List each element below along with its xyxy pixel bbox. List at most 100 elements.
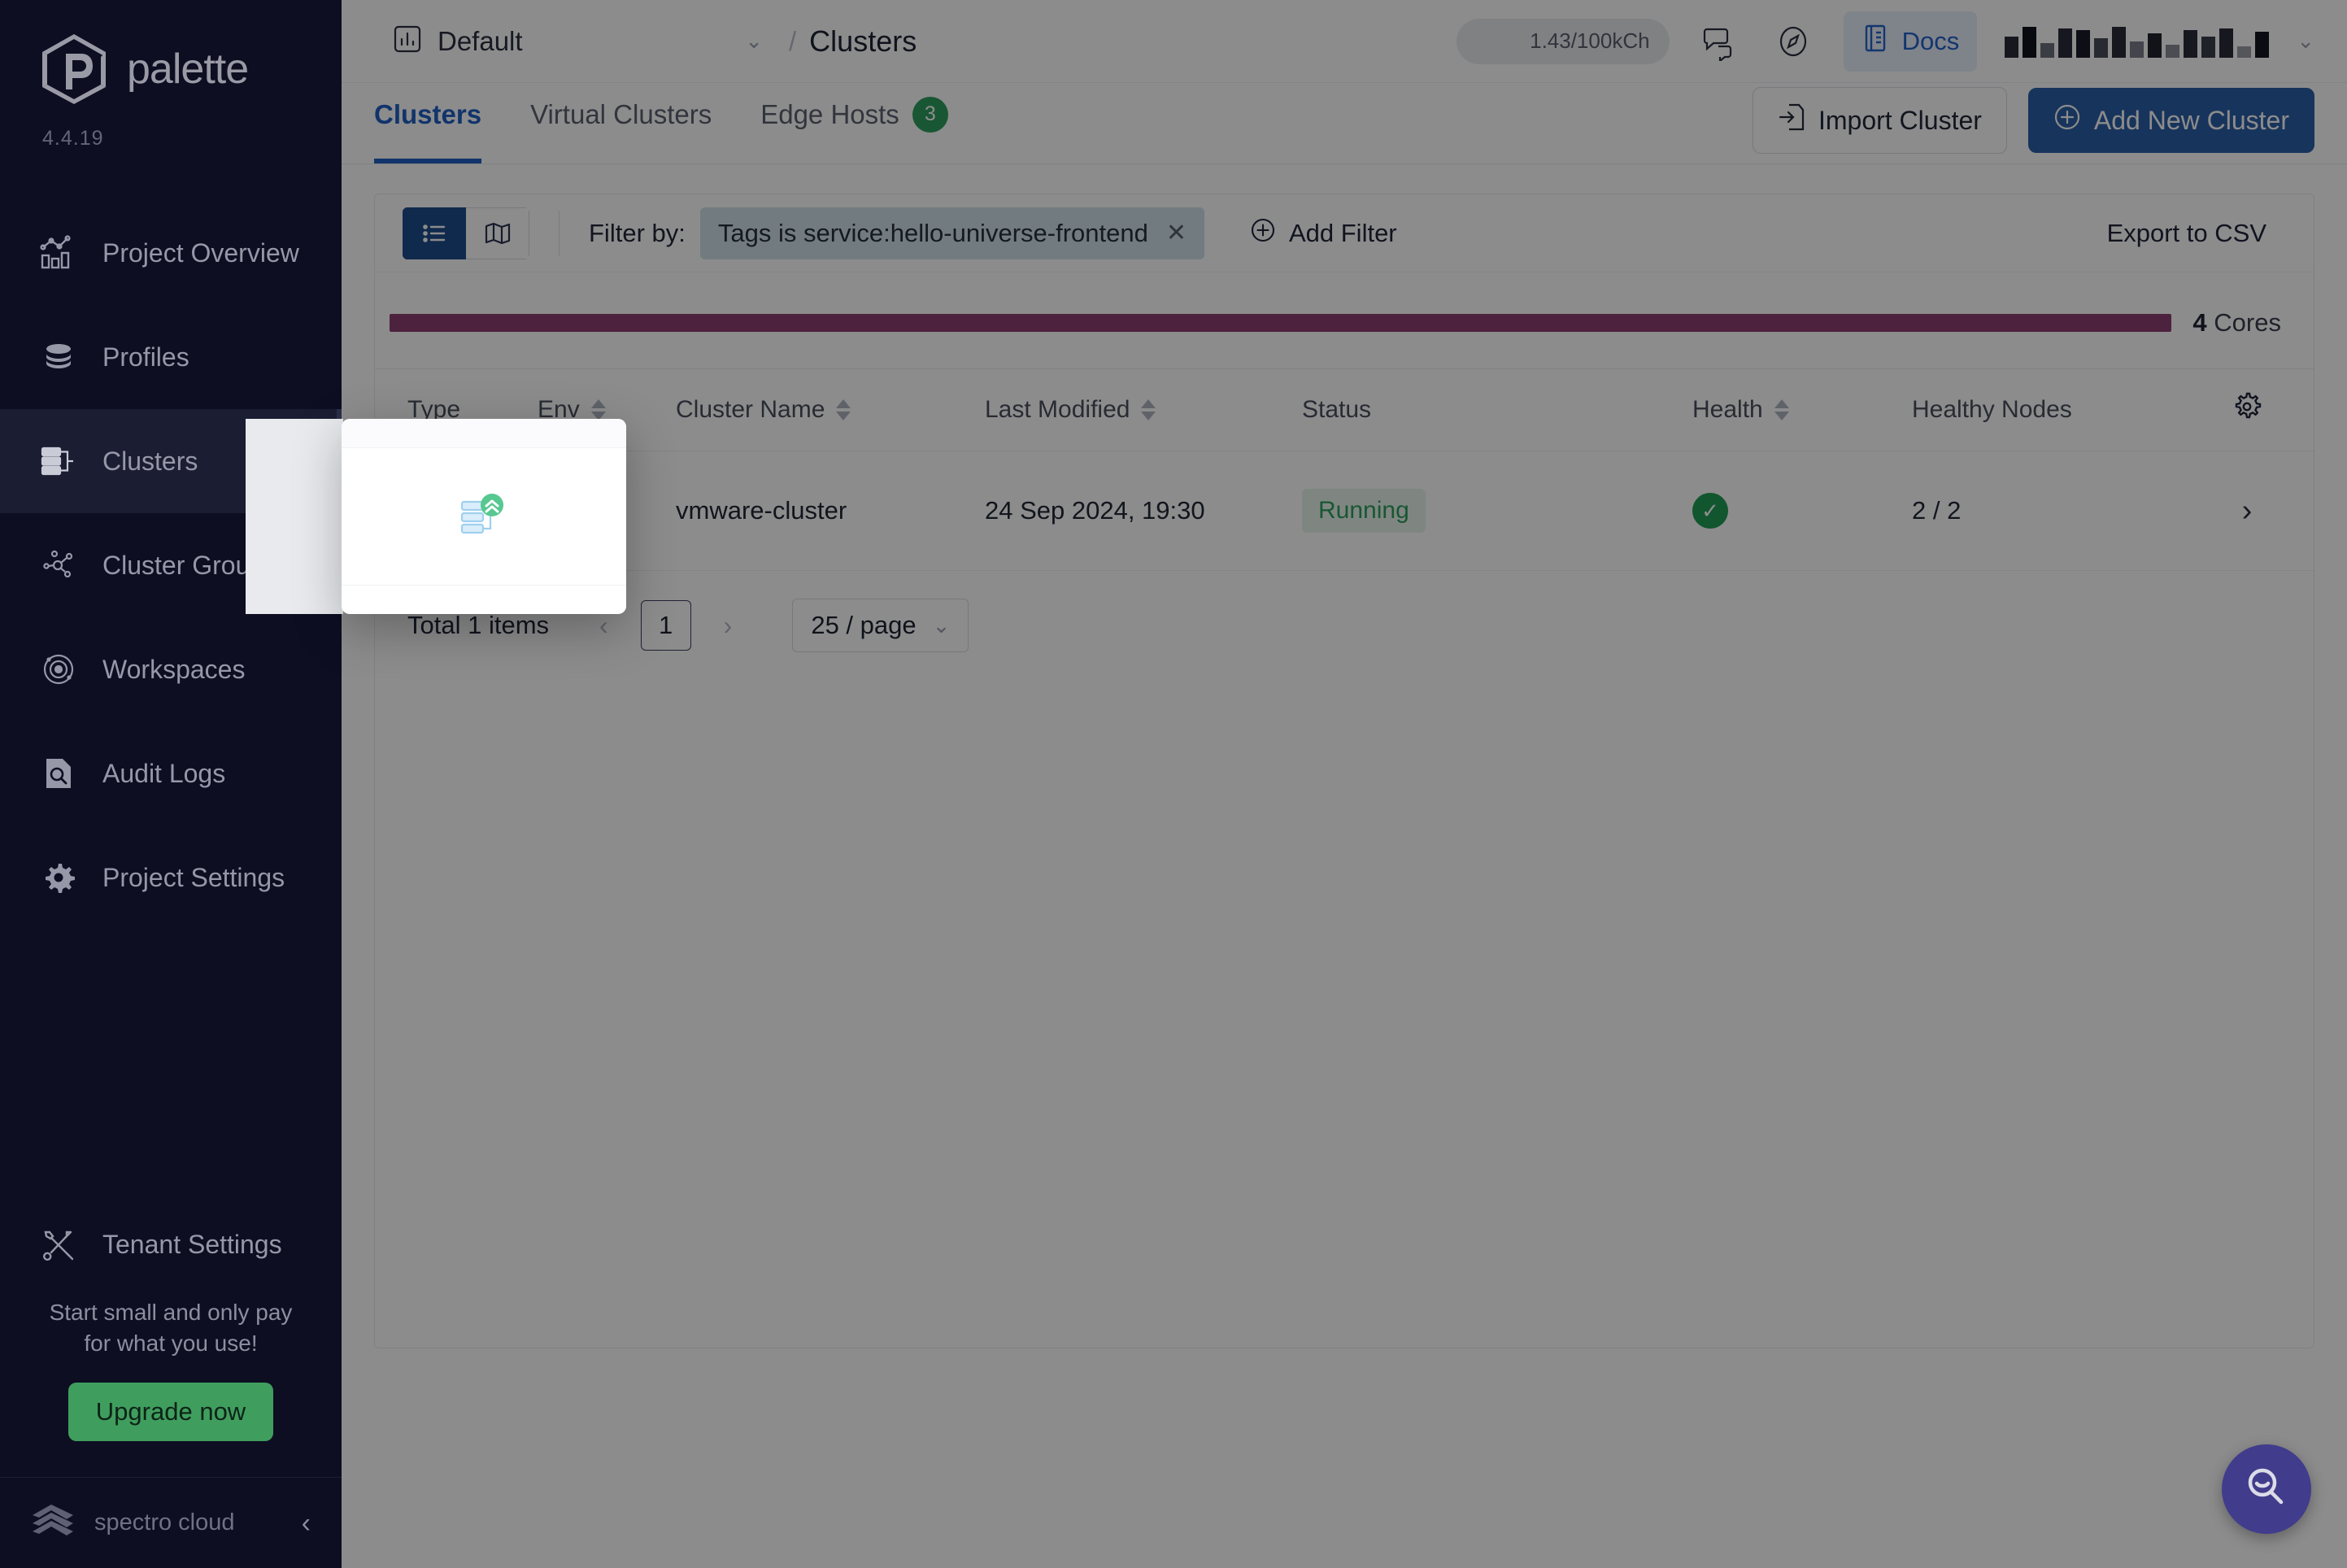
tab-label: Virtual Clusters	[530, 98, 712, 129]
header-label: Status	[1302, 396, 1372, 423]
upsell-line-1: Start small and only pay	[49, 1299, 293, 1325]
company-name: spectro cloud	[94, 1509, 235, 1535]
tab-edge-hosts[interactable]: Edge Hosts 3	[760, 83, 948, 163]
cell-health: ✓	[1692, 451, 1912, 571]
tabs-bar: Clusters Virtual Clusters Edge Hosts 3	[342, 83, 2347, 164]
project-selector[interactable]: Default ⌄	[374, 15, 781, 68]
filter-chip[interactable]: Tags is service:hello-universe-frontend …	[699, 207, 1204, 259]
status-badge: Running	[1302, 489, 1426, 533]
compass-icon[interactable]	[1770, 19, 1816, 64]
column-header-cluster-name[interactable]: Cluster Name	[676, 368, 985, 451]
cores-unit: Cores	[2214, 308, 2281, 337]
tabs-actions: Import Cluster Add New Cluster	[1752, 87, 2314, 163]
cell-row-action[interactable]: ›	[2180, 451, 2314, 571]
chevron-down-icon: ⌄	[745, 28, 763, 53]
add-filter-button[interactable]: Add Filter	[1232, 206, 1415, 261]
palette-hex-logo-icon	[39, 33, 109, 106]
sidebar-item-audit-logs[interactable]: Audit Logs	[0, 721, 342, 825]
column-header-health[interactable]: Health	[1692, 368, 1912, 451]
chevron-left-icon[interactable]: ‹	[301, 1507, 311, 1539]
upgrade-now-button[interactable]: Upgrade now	[67, 1383, 274, 1441]
header-label: Last Modified	[985, 396, 1130, 423]
sort-icon[interactable]	[1774, 399, 1789, 420]
tab-label: Edge Hosts	[760, 98, 899, 129]
view-toggle	[403, 207, 529, 259]
tab-virtual-clusters[interactable]: Virtual Clusters	[530, 83, 712, 163]
brand-logo[interactable]: palette	[0, 0, 342, 106]
column-header-status[interactable]: Status	[1302, 368, 1692, 451]
dialog-footer	[342, 585, 626, 612]
pagination-total: Total 1 items	[407, 611, 550, 639]
header-label: Health	[1692, 396, 1763, 423]
gear-icon[interactable]	[2231, 392, 2263, 429]
cores-bar	[390, 314, 2172, 332]
nodes-network-icon	[39, 546, 78, 585]
upsell-line-2: for what you use!	[84, 1331, 258, 1357]
column-header-last-modified[interactable]: Last Modified	[985, 368, 1302, 451]
chevron-right-icon[interactable]: ›	[723, 610, 733, 640]
sidebar-item-project-overview[interactable]: Project Overview	[0, 201, 342, 305]
chat-bubbles-icon[interactable]	[1697, 19, 1743, 64]
pagination-page-1[interactable]: 1	[640, 600, 691, 651]
table-settings-button[interactable]	[2180, 368, 2314, 451]
sidebar-label: Clusters	[102, 446, 198, 476]
sort-icon[interactable]	[590, 399, 606, 420]
table-row[interactable]: vm vmware-cluster 24 Sep 2024, 19:30 Run…	[375, 451, 2314, 571]
page-size-value: 25 / page	[811, 611, 917, 639]
sidebar-item-profiles[interactable]: Profiles	[0, 305, 342, 409]
divider	[559, 210, 560, 256]
chevron-right-icon[interactable]: ›	[2241, 493, 2253, 528]
cell-cluster-name[interactable]: vmware-cluster	[676, 451, 985, 571]
page-size-selector[interactable]: 25 / page ⌄	[792, 599, 969, 652]
support-search-button[interactable]	[2222, 1444, 2311, 1534]
import-cluster-button[interactable]: Import Cluster	[1752, 87, 2007, 154]
cluster-upgrade-dialog[interactable]	[342, 419, 626, 614]
chevron-down-icon[interactable]: ⌄	[2297, 28, 2314, 53]
sort-icon[interactable]	[1141, 399, 1156, 420]
usage-meter[interactable]: 1.43/100kCh	[1456, 18, 1670, 64]
docs-button[interactable]: Docs	[1843, 11, 1978, 72]
cell-healthy-nodes: 2 / 2	[1912, 451, 2180, 571]
cell-last-modified: 24 Sep 2024, 19:30	[985, 451, 1302, 571]
plus-circle-icon	[2053, 103, 2081, 137]
add-new-cluster-button[interactable]: Add New Cluster	[2027, 88, 2314, 153]
tab-badge: 3	[912, 96, 948, 133]
add-filter-label: Add Filter	[1288, 218, 1397, 247]
column-header-healthy-nodes[interactable]: Healthy Nodes	[1912, 368, 2180, 451]
sidebar-item-workspaces[interactable]: Workspaces	[0, 617, 342, 721]
cores-value: 4	[2192, 308, 2207, 337]
filter-by-label: Filter by:	[589, 218, 686, 247]
chevron-left-icon[interactable]: ‹	[599, 610, 608, 640]
map-view-icon[interactable]	[466, 207, 529, 259]
header-label: Env	[538, 396, 580, 423]
check-circle-icon: ✓	[1692, 493, 1728, 529]
chevron-down-icon: ⌄	[932, 612, 951, 638]
tab-clusters[interactable]: Clusters	[374, 83, 482, 163]
user-name-redacted[interactable]	[2005, 25, 2270, 58]
tabs: Clusters Virtual Clusters Edge Hosts 3	[374, 83, 948, 163]
spectro-cloud-logo-icon	[29, 1500, 76, 1545]
topbar: Default ⌄ / Clusters 1.43/100kCh	[342, 0, 2347, 83]
list-view-icon[interactable]	[403, 207, 466, 259]
import-file-icon	[1778, 102, 1805, 138]
cores-usage: 4 Cores	[375, 272, 2314, 338]
filter-chip-label: Tags is service:hello-universe-frontend	[717, 218, 1148, 247]
dialog-header	[342, 419, 626, 448]
cell-status: Running	[1302, 451, 1692, 571]
breadcrumb: Clusters	[809, 24, 917, 58]
filter-bar: Filter by: Tags is service:hello-univers…	[375, 194, 2314, 272]
sidebar-item-tenant-settings[interactable]: Tenant Settings	[0, 1193, 342, 1297]
sidebar-item-project-settings[interactable]: Project Settings	[0, 825, 342, 930]
sidebar-label: Workspaces	[102, 654, 246, 684]
export-to-csv-button[interactable]: Export to CSV	[2106, 218, 2266, 247]
topbar-actions: 1.43/100kCh	[1456, 11, 2314, 72]
sidebar: palette 4.4.19 Project Overview	[0, 0, 342, 1568]
clusters-table: Type Env Cluster Name Last M	[375, 368, 2314, 571]
close-icon[interactable]: ✕	[1165, 220, 1187, 246]
import-cluster-label: Import Cluster	[1818, 105, 1982, 135]
book-icon	[1861, 23, 1891, 60]
sort-icon[interactable]	[836, 399, 851, 420]
sidebar-label: Project Settings	[102, 862, 285, 892]
pagination: Total 1 items ‹ 1 › 25 / page ⌄	[375, 571, 2314, 680]
tab-label: Clusters	[374, 98, 482, 129]
